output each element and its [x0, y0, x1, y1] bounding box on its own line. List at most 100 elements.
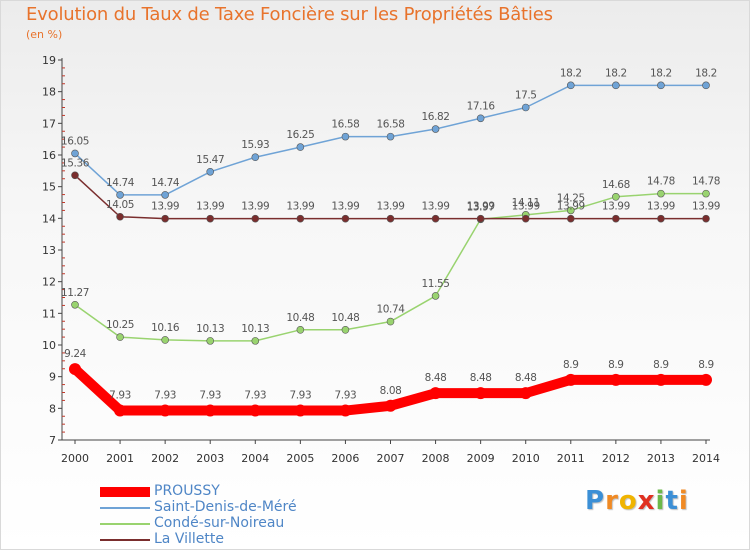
data-label: 13.99 [331, 201, 359, 213]
data-point [386, 132, 395, 141]
data-label: 13.99 [557, 201, 585, 213]
data-point [251, 153, 260, 162]
data-point [474, 387, 487, 400]
data-label: 13.99 [467, 201, 495, 213]
data-point [116, 333, 124, 341]
data-point [384, 399, 397, 412]
data-label: 11.55 [422, 278, 450, 290]
data-label: 10.74 [376, 304, 405, 316]
data-label: 8.48 [470, 372, 492, 384]
y-tick-label: 7 [49, 434, 56, 447]
data-point [431, 125, 440, 133]
data-label: 7.93 [289, 390, 311, 402]
data-point [702, 189, 710, 198]
data-label: 16.58 [376, 119, 404, 131]
data-point [296, 143, 305, 151]
data-label: 15.36 [61, 157, 90, 169]
data-label: 11.27 [61, 287, 89, 299]
data-label: 14.74 [106, 177, 135, 189]
y-tick-label: 14 [42, 212, 56, 225]
data-label: 8.08 [380, 385, 402, 397]
data-point [386, 317, 395, 326]
data-point [521, 214, 530, 223]
logo-letter: x [637, 486, 656, 516]
data-point [206, 337, 215, 345]
line-chart: 7 8 9 10 11 12 13 14 15 16 17 18 19 2000 2001 2002 2003 2… [42, 54, 720, 465]
x-tick-label: 2008 [422, 452, 450, 465]
x-tick-label: 2000 [61, 452, 89, 465]
data-label: 16.58 [331, 119, 359, 131]
x-tick-label: 2005 [286, 452, 314, 465]
data-label: 8.9 [608, 359, 624, 371]
logo-letter: P [585, 486, 606, 516]
data-label: 10.48 [286, 312, 314, 324]
data-label: 18.2 [560, 67, 582, 79]
data-label: 13.99 [286, 201, 314, 213]
y-tick-label: 10 [42, 339, 56, 352]
x-tick-label: 2012 [602, 452, 630, 465]
x-tick-label: 2002 [151, 452, 179, 465]
y-tick-label: 16 [42, 149, 56, 162]
data-label: 10.16 [151, 322, 180, 334]
data-point [429, 387, 442, 400]
data-label: 14.78 [692, 176, 720, 188]
data-label: 18.2 [695, 67, 717, 79]
data-point [296, 325, 305, 334]
data-label: 8.9 [698, 359, 714, 371]
data-label: 13.99 [151, 201, 179, 213]
data-label: 13.97 [467, 201, 495, 213]
data-point [251, 337, 260, 345]
data-point [251, 214, 260, 223]
legend-swatch [100, 539, 150, 541]
x-tick-label: 2010 [512, 452, 540, 465]
data-point [566, 214, 575, 223]
data-label: 16.82 [422, 111, 450, 123]
logo-letter: o [618, 486, 638, 516]
data-label: 14.68 [602, 179, 630, 191]
legend-item: La Villette [100, 531, 360, 548]
logo-letter: r [605, 486, 619, 516]
data-point [657, 189, 665, 198]
data-label: 13.99 [422, 201, 450, 213]
data-point [341, 132, 350, 141]
data-point [116, 212, 124, 221]
x-tick-label: 2013 [647, 452, 675, 465]
data-point [654, 373, 667, 386]
x-tick-label: 2006 [331, 452, 359, 465]
data-point [249, 404, 262, 417]
data-point [294, 404, 307, 417]
data-label: 14.25 [557, 192, 585, 204]
data-point [71, 149, 79, 158]
y-tick-label: 19 [42, 54, 56, 67]
x-tick-label: 2011 [557, 452, 585, 465]
data-point [612, 214, 620, 223]
data-label: 16.25 [286, 129, 314, 141]
data-label: 15.93 [241, 139, 269, 151]
data-label: 13.99 [512, 201, 540, 213]
y-tick-label: 9 [49, 371, 56, 384]
chart-title: Evolution du Taux de Taxe Foncière sur l… [26, 4, 553, 25]
x-tick-label: 2001 [106, 452, 134, 465]
legend-swatch [100, 507, 150, 509]
data-point [386, 214, 395, 223]
x-tick-label: 2009 [467, 452, 495, 465]
x-tick-label: 2007 [377, 452, 405, 465]
data-label: 13.99 [241, 201, 269, 213]
data-point [612, 193, 620, 201]
proxiti-logo: Proxiti [585, 486, 689, 516]
data-point [702, 214, 710, 223]
legend: PROUSSY Saint-Denis-de-Méré Condé-sur-Noir… [100, 483, 360, 548]
data-point [519, 387, 532, 400]
data-label: 7.93 [109, 390, 131, 402]
data-point [339, 404, 352, 417]
legend-item: Condé-sur-Noireau [100, 515, 360, 532]
y-tick-label: 12 [42, 276, 56, 289]
data-point [204, 404, 217, 417]
data-label: 9.24 [64, 348, 86, 360]
data-point [71, 300, 79, 309]
data-point [206, 167, 215, 176]
chart-subtitle: (en %) [26, 28, 63, 41]
data-label: 18.2 [650, 67, 672, 79]
data-point [341, 214, 350, 223]
data-label: 10.25 [106, 319, 134, 331]
